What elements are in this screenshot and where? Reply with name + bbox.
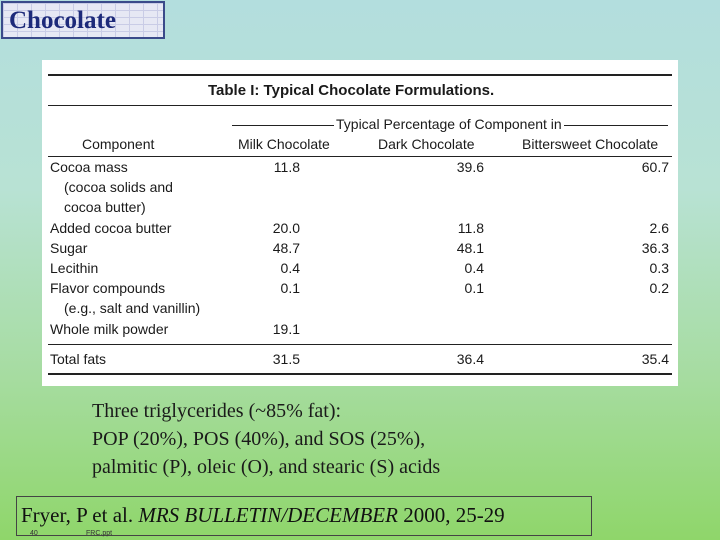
- citation: Fryer, P et al. MRS BULLETIN/DECEMBER 20…: [21, 503, 505, 528]
- row-milk: 0.4: [280, 260, 300, 276]
- total-rule: [48, 344, 672, 345]
- col-header-dark: Dark Chocolate: [378, 136, 475, 152]
- triglyceride-caption: Three triglycerides (~85% fat): POP (20%…: [92, 397, 440, 481]
- row-milk: 48.7: [272, 240, 300, 256]
- row-component: Whole milk powder: [50, 321, 169, 337]
- row-dark: 48.1: [456, 240, 484, 256]
- table-row: (cocoa solids and: [42, 179, 678, 199]
- table-row: (e.g., salt and vanillin): [42, 300, 678, 320]
- table-title-rule: [48, 105, 672, 106]
- row-component: Flavor compounds: [50, 280, 166, 296]
- caption-line-1: Three triglycerides (~85% fat):: [92, 400, 342, 422]
- row-component: Added cocoa butter: [50, 220, 172, 236]
- row-bittersweet: 0.2: [649, 280, 669, 296]
- row-bittersweet: 0.3: [649, 260, 669, 276]
- total-dark: 36.4: [456, 351, 484, 367]
- row-milk: 11.8: [273, 159, 300, 175]
- row-bittersweet: 36.3: [641, 240, 669, 256]
- table-row: Added cocoa butter 20.0 11.8 2.6: [42, 220, 678, 240]
- file-name: FRC.ppt: [86, 530, 113, 537]
- row-dark: 39.6: [456, 159, 484, 175]
- citation-box: Fryer, P et al. MRS BULLETIN/DECEMBER 20…: [16, 496, 592, 536]
- row-component: cocoa butter): [64, 199, 146, 215]
- row-component: Lecithin: [50, 260, 99, 276]
- row-component: (cocoa solids and: [64, 179, 173, 195]
- slide-number: 40: [30, 530, 38, 537]
- table-top-rule: [48, 74, 672, 76]
- row-milk: 0.1: [280, 280, 300, 296]
- total-bittersweet: 35.4: [641, 351, 669, 367]
- row-dark: 0.4: [464, 260, 484, 276]
- table-row: Whole milk powder 19.1: [42, 321, 678, 341]
- col-header-milk: Milk Chocolate: [238, 136, 330, 152]
- row-bittersweet: 2.6: [649, 220, 669, 236]
- row-dark: 0.1: [464, 280, 484, 296]
- table-row: cocoa butter): [42, 199, 678, 219]
- row-dark: 11.8: [457, 220, 484, 236]
- total-row: Total fats 31.5 36.4 35.4: [42, 351, 678, 371]
- formulation-table-image: Table I: Typical Chocolate Formulations.…: [42, 60, 678, 386]
- table-row: Flavor compounds 0.1 0.1 0.2: [42, 280, 678, 300]
- row-milk: 20.0: [272, 220, 300, 236]
- table-bottom-rule: [48, 373, 672, 375]
- col-header-component: Component: [82, 136, 155, 152]
- row-component: (e.g., salt and vanillin): [64, 300, 201, 316]
- caption-line-2: POP (20%), POS (40%), and SOS (25%),: [92, 428, 426, 450]
- table-row: Cocoa mass 11.8 39.6 60.7: [42, 159, 678, 179]
- table-title: Table I: Typical Chocolate Formulations.: [208, 82, 495, 99]
- slide-title: Chocolate: [9, 7, 116, 34]
- row-component: Sugar: [50, 240, 88, 256]
- header-rule: [48, 156, 672, 157]
- row-milk: 19.1: [272, 321, 300, 337]
- caption-line-3: palmitic (P), oleic (O), and stearic (S)…: [92, 456, 441, 478]
- total-milk: 31.5: [272, 351, 300, 367]
- total-component: Total fats: [50, 351, 107, 367]
- row-bittersweet: 60.7: [641, 159, 669, 175]
- table-row: Sugar 48.7 48.1 36.3: [42, 240, 678, 260]
- slide-title-box: Chocolate: [1, 1, 165, 39]
- table-row: Lecithin 0.4 0.4 0.3: [42, 260, 678, 280]
- row-component: Cocoa mass: [50, 159, 128, 175]
- citation-authors: Fryer, P et al.: [21, 503, 139, 527]
- col-header-bittersweet: Bittersweet Chocolate: [522, 136, 659, 152]
- citation-rest: 2000, 25-29: [397, 503, 505, 527]
- citation-journal: MRS BULLETIN/DECEMBER: [138, 503, 398, 527]
- group-header: Typical Percentage of Component in: [334, 116, 564, 132]
